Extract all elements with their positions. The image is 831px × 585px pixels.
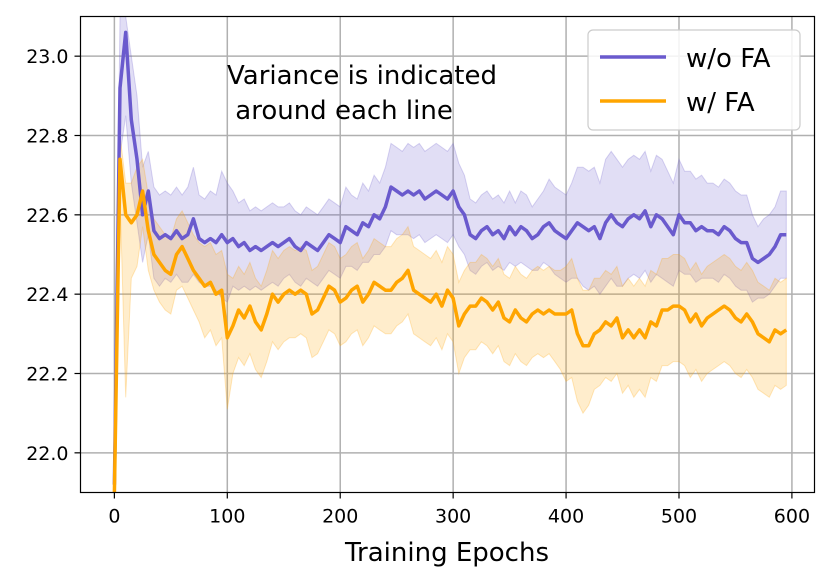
- x-axis-label: Training Epochs: [344, 538, 549, 568]
- legend-label-w-fa: w/ FA: [686, 88, 755, 118]
- y-tick-label: 22.8: [26, 126, 68, 148]
- x-tick-label: 100: [209, 506, 245, 528]
- y-tick-label: 23.0: [26, 46, 68, 68]
- legend: w/o FA w/ FA: [587, 29, 801, 131]
- x-tick-label: 600: [774, 506, 810, 528]
- axis-ticks: 0 100 200 300 400 500 600 22.0 22.2 22.4 22.6 22.8 2…: [26, 46, 810, 527]
- y-tick-label: 22.2: [26, 364, 68, 386]
- y-tick-label: 22.4: [26, 284, 68, 306]
- legend-label-wo-fa: w/o FA: [686, 44, 771, 74]
- series-line-wo-fa: [112, 30, 787, 485]
- series-lines: [112, 30, 788, 493]
- x-tick-label: 0: [108, 506, 120, 528]
- x-tick-label: 500: [661, 506, 697, 528]
- y-tick-label: 22.6: [26, 205, 68, 227]
- legend-frame: [587, 29, 801, 131]
- plot-frame: [79, 15, 816, 494]
- series-line-w-fa: [112, 157, 788, 493]
- annotation: Variance is indicated around each line: [227, 61, 505, 126]
- annotation-line-1: Variance is indicated: [227, 61, 497, 91]
- y-tick-label: 22.0: [26, 443, 68, 465]
- annotation-line-2: around each line: [227, 96, 453, 126]
- x-tick-label: 400: [548, 506, 584, 528]
- x-tick-label: 200: [322, 506, 358, 528]
- x-tick-label: 300: [435, 506, 471, 528]
